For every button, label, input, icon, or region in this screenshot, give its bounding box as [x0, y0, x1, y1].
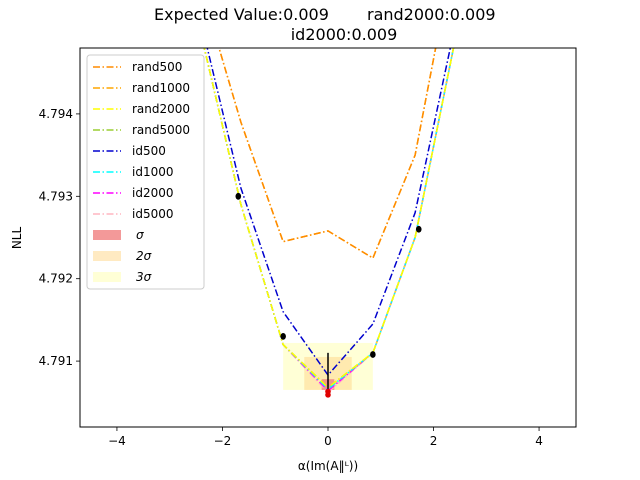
legend-label-band-2sigma: 2σ	[136, 249, 152, 263]
marker-point-1	[235, 192, 242, 200]
minimum-point-2	[325, 388, 331, 395]
legend-label-band-3sigma: 3σ	[136, 270, 152, 284]
legend-label-id5000: id5000	[132, 207, 174, 221]
title-rand2000: rand2000:0.009	[367, 5, 496, 24]
legend-label-rand500: rand500	[132, 60, 182, 74]
x-tick-label: 0	[324, 434, 332, 448]
legend-swatch-band-3sigma	[93, 272, 121, 282]
series-line-rand2000	[203, 48, 455, 389]
legend-label-id1000: id1000	[132, 165, 174, 179]
marker-point-3	[370, 351, 376, 358]
title-expected-value: Expected Value:0.009	[154, 5, 329, 24]
marker-point-4	[415, 225, 422, 233]
y-tick-label: 4.793	[39, 189, 73, 203]
legend-label-rand2000: rand2000	[132, 102, 190, 116]
legend-swatch-band-sigma	[93, 230, 121, 240]
legend: rand500 rand1000 rand2000 rand5000 id500 id10…	[86, 54, 205, 290]
series-lines	[203, 48, 455, 394]
legend-swatch-band-2sigma	[93, 251, 121, 261]
marker-point-2	[280, 332, 286, 340]
legend-label-id500: id500	[132, 144, 166, 158]
y-tick-label: 4.791	[39, 354, 73, 368]
y-tick-label: 4.792	[39, 272, 73, 286]
x-tick-label: −2	[214, 434, 232, 448]
plot-area	[79, 47, 577, 428]
legend-label-rand1000: rand1000	[132, 81, 190, 95]
series-line-rand500	[218, 48, 437, 260]
y-axis-label: NLL	[10, 227, 24, 250]
legend-label-id2000: id2000	[132, 186, 174, 200]
series-line-id500	[206, 48, 452, 377]
legend-label-rand5000: rand5000	[132, 123, 190, 137]
title-id2000: id2000:0.009	[291, 25, 398, 44]
axis-ticks: −4 −2 0 2 4 4.791 4.792 4.793 4.794	[39, 107, 543, 448]
x-tick-label: 4	[535, 434, 543, 448]
markers	[235, 192, 422, 398]
x-tick-label: −4	[108, 434, 126, 448]
y-tick-label: 4.794	[39, 107, 73, 121]
x-axis-label: α(Im(A‖ᴸ))	[298, 459, 358, 473]
x-tick-label: 2	[430, 434, 438, 448]
legend-label-band-sigma: σ	[136, 228, 144, 242]
